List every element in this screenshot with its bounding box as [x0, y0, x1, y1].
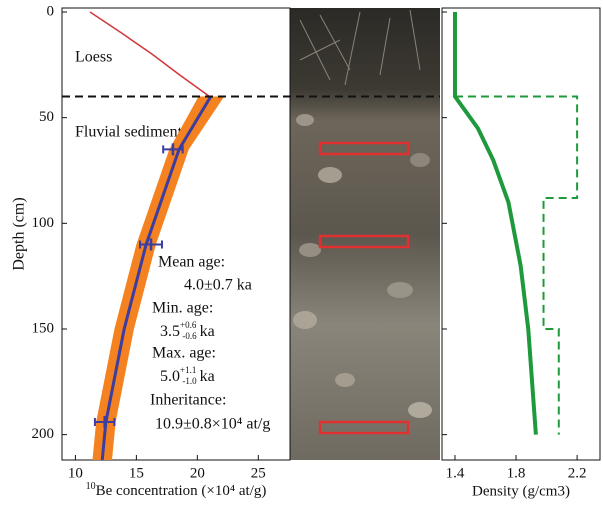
- age-label: Inheritance:: [150, 392, 226, 409]
- v: 3.5: [160, 323, 180, 340]
- age-value: 3.5+0.6 -0.6 ka: [160, 320, 215, 341]
- ages: Mean age: 4.0±0.7 ka Min. age: 3.5+0.6 -0…: [150, 254, 270, 433]
- annotation: Loess: [75, 49, 112, 66]
- y-axis-label: Depth (cm): [11, 197, 28, 270]
- x-tick-label: 10: [68, 465, 83, 481]
- sup: 10: [86, 481, 96, 492]
- x-tick-label: 15: [129, 465, 144, 481]
- label: Be concentration (×10⁴ at/g): [96, 483, 267, 499]
- x-tick-label: 1.4: [446, 465, 465, 481]
- x-tick-label: 2.2: [568, 465, 587, 481]
- age-label: Mean age:: [158, 254, 225, 271]
- loess-curve: [89, 11, 210, 98]
- plus: +1.1: [180, 365, 196, 375]
- unit: ka: [200, 323, 215, 340]
- v: 5.0: [160, 368, 180, 385]
- x-tick-label: 25: [251, 465, 266, 481]
- x-axis-label: 10Be concentration (×10⁴ at/g): [86, 481, 267, 499]
- model-band: [92, 96, 225, 460]
- y-tick-label: 100: [32, 215, 55, 231]
- y-tick-label: 50: [39, 109, 54, 125]
- model-curve: [100, 95, 213, 461]
- right-frame: [441, 7, 601, 461]
- unit: ka: [200, 368, 215, 385]
- x-tick-label: 20: [190, 465, 205, 481]
- minus: -1.0: [182, 376, 197, 386]
- density-line: [452, 12, 538, 435]
- photo: [290, 8, 440, 460]
- density-label: Density (g/cm3): [472, 483, 570, 499]
- age-value: 4.0±0.7 ka: [184, 277, 252, 294]
- x-tick-label: 1.8: [507, 465, 526, 481]
- age-label: Min. age:: [152, 300, 213, 317]
- age-value: 5.0+1.1 -1.0 ka: [160, 365, 215, 386]
- age-value: 10.9±0.8×10⁴ at/g: [155, 416, 270, 433]
- y-tick-label: 200: [32, 426, 55, 442]
- minus: -0.6: [182, 331, 197, 341]
- plus: +0.6: [180, 320, 197, 330]
- y-tick-label: 150: [32, 320, 55, 336]
- age-label: Max. age:: [152, 345, 216, 362]
- y-tick-label: 0: [47, 3, 55, 19]
- density-line: [454, 95, 579, 435]
- left-frame: [61, 7, 291, 461]
- annotation: Fluvial sediment: [75, 124, 183, 141]
